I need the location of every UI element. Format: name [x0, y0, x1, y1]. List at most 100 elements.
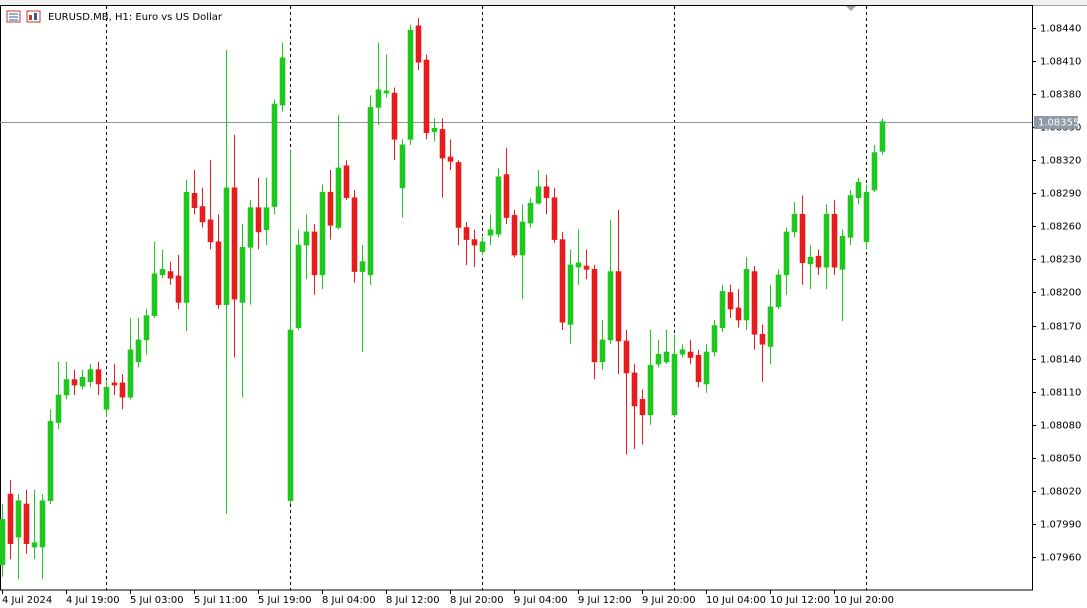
symbol-icons: [6, 10, 41, 23]
candle-body: [415, 25, 422, 63]
candle-body: [383, 90, 390, 94]
candle-body: [199, 206, 206, 223]
shift-marker[interactable]: [846, 6, 856, 11]
candle-body: [623, 340, 630, 374]
candle-body: [399, 144, 406, 189]
candle-body: [551, 197, 558, 240]
x-tick-label: 5 Jul 11:00: [194, 595, 248, 606]
candle-body: [487, 229, 494, 236]
candle-body: [567, 264, 574, 325]
y-tick-label: 1.08200: [1040, 288, 1081, 299]
y-tick-label: 1.08020: [1040, 487, 1081, 498]
x-tick-label: 8 Jul 04:00: [322, 595, 376, 606]
y-tick-label: 1.08410: [1040, 57, 1081, 68]
candle-body: [871, 152, 878, 191]
x-tick-label: 5 Jul 03:00: [130, 595, 184, 606]
candle-body: [879, 121, 886, 152]
x-tick-label: 8 Jul 20:00: [450, 595, 504, 606]
y-tick-label: 1.08080: [1040, 421, 1081, 432]
candle-body: [159, 269, 166, 276]
candle-body: [479, 241, 486, 253]
candle-body: [127, 349, 134, 398]
candle-body: [575, 262, 582, 268]
candle-body: [191, 193, 198, 208]
candle-body: [495, 176, 502, 235]
candle-body: [463, 227, 470, 240]
candle-body: [263, 207, 270, 230]
candle-body: [663, 351, 670, 363]
candle-body: [231, 187, 238, 300]
candle-body: [815, 255, 822, 268]
x-tick-label: 9 Jul 20:00: [642, 595, 696, 606]
candle-body: [135, 339, 142, 363]
candle-body: [631, 372, 638, 407]
candle-body: [559, 239, 566, 323]
candle-body: [431, 128, 438, 132]
candle-body: [823, 213, 830, 268]
candle-body: [215, 241, 222, 305]
candle-body: [0, 519, 6, 565]
candle-body: [255, 207, 262, 233]
candle-body: [847, 195, 854, 238]
candle-body: [743, 269, 750, 321]
candle-body: [15, 500, 22, 538]
y-tick-label: 1.08440: [1040, 24, 1081, 35]
candle-body: [335, 167, 342, 228]
candle-body: [647, 364, 654, 416]
candle-body: [407, 29, 414, 140]
candle-body: [767, 306, 774, 347]
candle-body: [367, 107, 374, 276]
candle-body: [239, 247, 246, 303]
candle-body: [271, 103, 278, 207]
x-tick-label: 9 Jul 04:00: [514, 595, 568, 606]
candle-body: [23, 503, 30, 545]
candle-body: [375, 89, 382, 108]
candle-body: [735, 307, 742, 321]
candle-body: [351, 197, 358, 272]
candle-body: [247, 207, 254, 248]
candle-body: [47, 421, 54, 502]
y-tick-label: 1.08320: [1040, 156, 1081, 167]
plot-frame: [0, 5, 1033, 591]
candle-body: [223, 187, 230, 305]
candle-body: [655, 353, 662, 365]
candle-body: [775, 274, 782, 308]
candle-body: [599, 339, 606, 363]
icon-bar: [29, 15, 32, 20]
candle-body: [279, 57, 286, 106]
candle-body: [7, 493, 14, 545]
candle-body: [455, 162, 462, 228]
candle-body: [695, 354, 702, 383]
candle-body: [791, 213, 798, 233]
candle-body: [79, 377, 86, 387]
candle-body: [519, 221, 526, 256]
y-tick-label: 1.08050: [1040, 454, 1081, 465]
toolbar-strip: [0, 0, 1087, 5]
candle-body: [863, 191, 870, 243]
candle-body: [807, 256, 814, 265]
icon-bar: [34, 13, 37, 20]
candle-body: [31, 542, 38, 548]
candle-body: [839, 235, 846, 270]
x-tick-label: 10 Jul 12:00: [770, 595, 830, 606]
chart-title: EURUSD.MB, H1: Euro vs US Dollar: [48, 12, 223, 23]
y-tick-label: 1.08290: [1040, 189, 1081, 200]
candle-body: [343, 165, 350, 199]
candle-body: [535, 186, 542, 204]
candle-body: [303, 231, 310, 246]
icon-chart[interactable]: [26, 10, 41, 23]
candle-body: [103, 386, 110, 410]
candle-body: [423, 59, 430, 134]
candle-body: [727, 292, 734, 310]
candle-body: [751, 271, 758, 335]
candle-body: [359, 261, 366, 272]
candle-body: [71, 379, 78, 386]
x-tick-label: 4 Jul 2024: [2, 595, 52, 606]
x-tick-label: 9 Jul 12:00: [578, 595, 632, 606]
candle-body: [799, 213, 806, 264]
candle-body: [503, 174, 510, 218]
candle-body: [543, 186, 550, 199]
